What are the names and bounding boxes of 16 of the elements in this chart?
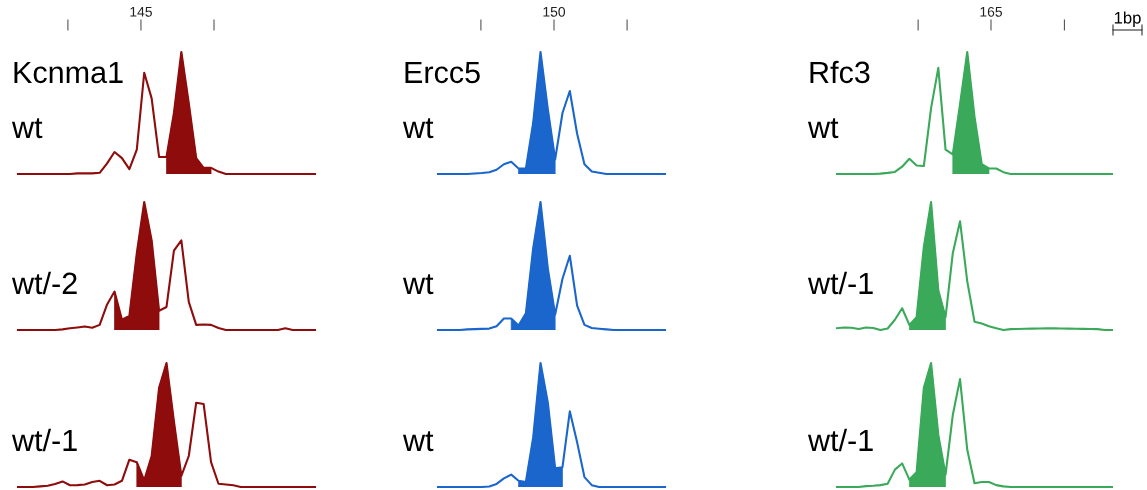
text: 145 [130,7,152,17]
y-axis-title: wt/-2 [11,271,77,295]
y-axis-title: wt [402,118,434,139]
text: 1bp [1114,11,1141,27]
y-axis-title: wt [11,118,43,139]
y-axis-title: wt/-1 [807,428,873,452]
y-axis-title: wt/-1 [807,271,873,295]
chart-title: Kcnma1 [14,61,123,84]
chart-title: Ercc5 [405,61,480,84]
text: 150 [543,6,566,17]
y-axis-title: wt/-1 [11,428,77,452]
text: 165 [980,6,1003,17]
y-axis-title: wt [402,274,434,295]
y-axis-title: wt [807,118,839,139]
y-axis-title: wt [402,431,434,452]
chart-title: Rfc3 [810,60,870,84]
